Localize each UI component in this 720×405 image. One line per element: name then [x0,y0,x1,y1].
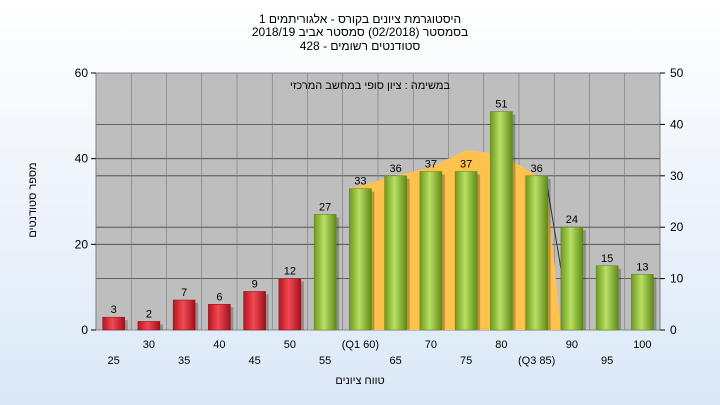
bar-value-label-1: 2 [146,308,152,320]
left-tick-label-0: 0 [81,323,88,337]
bar-11 [490,111,513,331]
x-tick-label-10: 75 [460,355,472,367]
x-tick-label-12: (Q3 85) [518,355,555,367]
bar-value-label-7: 33 [354,176,366,188]
x-axis-label: טווח ציונים [335,375,384,387]
bar-5 [278,278,302,331]
x-tick-label-15: 100 [633,339,651,351]
right-tick-label-10: 10 [670,272,684,286]
bar-13 [560,226,584,331]
bar-2 [172,299,196,331]
bar-14 [595,265,619,331]
bar-8 [384,175,407,331]
bar-value-label-4: 9 [252,278,258,290]
x-tick-label-5: 50 [284,339,296,351]
y-axis-label: מספר סטודנטים [27,162,39,237]
left-tick-label-20: 20 [75,237,89,251]
x-tick-label-14: 95 [601,355,613,367]
bar-15 [631,274,654,331]
x-tick-label-1: 30 [143,339,155,351]
bar-value-label-12: 36 [531,163,543,175]
x-tick-label-7: (Q1 60) [342,339,379,351]
bar-value-label-6: 27 [319,201,331,213]
background-area-tail [544,175,562,269]
bar-9 [419,171,443,331]
x-tick-label-8: 65 [390,355,402,367]
chart-title-line-3: סטודנטים רשומים - 428 [299,39,421,53]
bar-6 [313,214,337,331]
right-tick-label-0: 0 [670,323,677,337]
left-tick-label-60: 60 [75,66,89,80]
x-tick-label-9: 70 [425,339,437,351]
bar-value-label-10: 37 [460,159,472,171]
bar-12 [525,175,548,331]
bar-1 [137,321,161,331]
chart-title-line-1: היסטוגרמת ציונים בקורס - אלגוריתמים 1 [258,12,462,26]
right-tick-label-50: 50 [670,66,684,80]
bar-value-label-15: 13 [636,261,648,273]
right-tick-label-40: 40 [670,117,684,131]
chart-subtitle: במשימה : ציון סופי במחשב המרכזי [290,80,450,92]
grid-lines [95,73,661,330]
right-tick-label-20: 20 [670,220,684,234]
left-tick-label-40: 40 [75,152,89,166]
bar-0 [102,316,125,331]
bar-value-label-0: 3 [111,304,117,316]
bar-10 [454,171,478,331]
bar-value-label-2: 7 [181,287,187,299]
bar-value-label-9: 37 [425,159,437,171]
bar-value-label-3: 6 [216,291,222,303]
chart-title-line-2: בסמסטר (02/2018) סמסטר אביב 2018/19 [251,25,469,39]
x-tick-label-2: 35 [178,355,190,367]
bar-value-label-13: 24 [566,214,578,226]
x-tick-label-3: 40 [213,339,225,351]
x-tick-label-13: 90 [566,339,578,351]
x-tick-label-11: 80 [495,339,507,351]
bar-value-label-5: 12 [284,266,296,278]
right-tick-label-30: 30 [670,169,684,183]
x-tick-label-6: 55 [319,355,331,367]
bar-3 [208,304,231,331]
bar-value-label-8: 36 [390,163,402,175]
bar-7 [349,188,372,331]
axes: 0 20 40 60 0 10 20 30 40 50 25 30 35 40 45 50 55 (Q1 60) 6… [75,66,684,367]
x-tick-label-4: 45 [249,355,261,367]
x-tick-label-0: 25 [108,355,120,367]
bar-value-label-11: 51 [495,99,507,111]
bar-value-label-14: 15 [601,253,613,265]
bar-4 [243,291,266,331]
